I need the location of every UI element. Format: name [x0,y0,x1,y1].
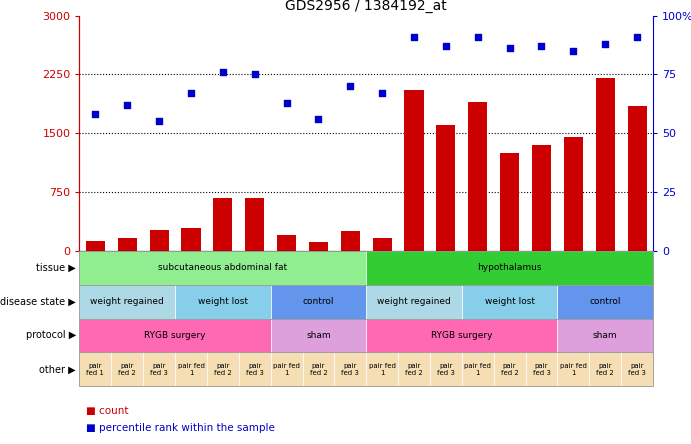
Bar [245,198,264,251]
Text: pair
fed 2: pair fed 2 [118,363,136,376]
Text: control: control [303,297,334,306]
Text: pair fed
1: pair fed 1 [464,363,491,376]
Text: tissue ▶: tissue ▶ [36,263,76,273]
Point [281,99,292,106]
Bar [468,102,487,251]
Text: pair fed
1: pair fed 1 [178,363,205,376]
Text: pair fed
1: pair fed 1 [369,363,396,376]
Text: pair
fed 3: pair fed 3 [628,363,646,376]
Text: pair
fed 2: pair fed 2 [596,363,614,376]
Bar [341,231,360,251]
Bar [500,153,519,251]
Text: other ▶: other ▶ [39,365,76,374]
Text: subcutaneous abdominal fat: subcutaneous abdominal fat [158,263,287,272]
Point [313,115,324,123]
Text: pair
fed 3: pair fed 3 [341,363,359,376]
Text: RYGB surgery: RYGB surgery [431,331,493,340]
Text: weight regained: weight regained [377,297,451,306]
Point [536,43,547,50]
Point [122,101,133,108]
Text: pair
fed 2: pair fed 2 [405,363,423,376]
Bar [436,125,455,251]
Point [600,40,611,48]
Text: pair
fed 2: pair fed 2 [501,363,518,376]
Text: pair
fed 3: pair fed 3 [150,363,168,376]
Text: control: control [589,297,621,306]
Text: pair fed
1: pair fed 1 [560,363,587,376]
Bar [117,238,137,251]
Point [185,90,196,97]
Text: weight lost: weight lost [198,297,248,306]
Text: pair
fed 3: pair fed 3 [533,363,551,376]
Point [440,43,451,50]
Point [345,83,356,90]
Text: hypothalamus: hypothalamus [477,263,542,272]
Text: pair
fed 2: pair fed 2 [214,363,231,376]
Text: disease state ▶: disease state ▶ [0,297,76,307]
Text: RYGB surgery: RYGB surgery [144,331,206,340]
Point [504,45,515,52]
Bar [564,137,583,251]
Bar [404,90,424,251]
Point [153,118,164,125]
Bar [309,242,328,251]
Text: sham: sham [306,331,331,340]
Point [632,33,643,40]
Title: GDS2956 / 1384192_at: GDS2956 / 1384192_at [285,0,447,13]
Point [472,33,483,40]
Bar [214,198,232,251]
Text: protocol ▶: protocol ▶ [26,330,76,341]
Bar [149,230,169,251]
Text: ■ count: ■ count [86,406,129,416]
Text: pair
fed 3: pair fed 3 [246,363,264,376]
Bar [372,238,392,251]
Text: sham: sham [593,331,618,340]
Bar [627,106,647,251]
Point [408,33,419,40]
Bar [182,228,200,251]
Text: pair fed
1: pair fed 1 [273,363,300,376]
Point [90,111,101,118]
Bar [86,241,105,251]
Text: ■ percentile rank within the sample: ■ percentile rank within the sample [86,424,275,433]
Bar [532,145,551,251]
Bar [596,78,615,251]
Point [568,48,579,55]
Point [217,68,228,75]
Text: weight regained: weight regained [91,297,164,306]
Text: pair
fed 2: pair fed 2 [310,363,328,376]
Text: pair
fed 1: pair fed 1 [86,363,104,376]
Text: pair
fed 3: pair fed 3 [437,363,455,376]
Point [249,71,261,78]
Text: weight lost: weight lost [484,297,535,306]
Bar [277,235,296,251]
Point [377,90,388,97]
